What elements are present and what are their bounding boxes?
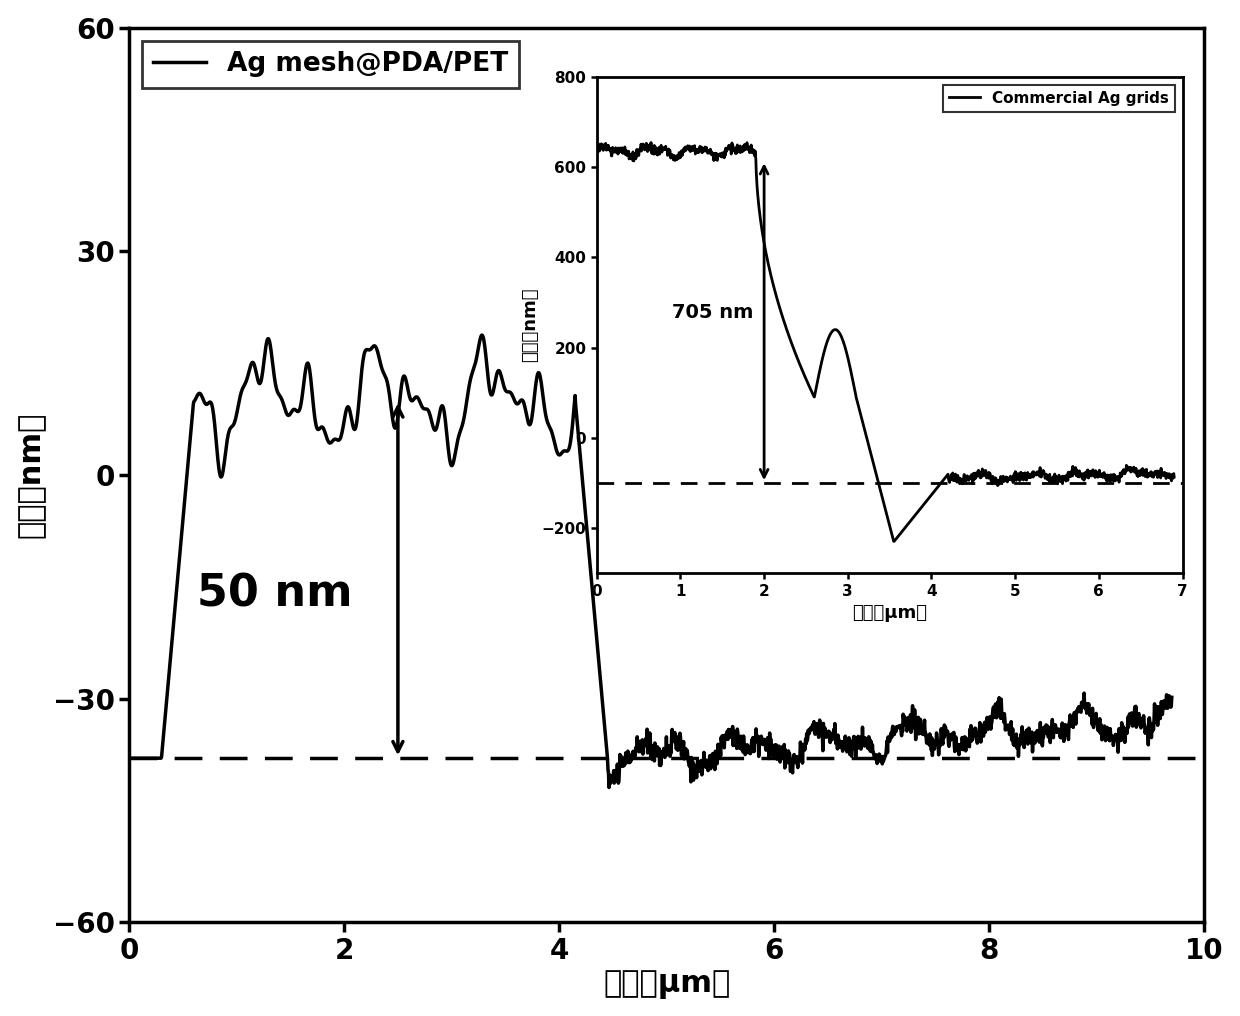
Ag mesh@PDA/PET bbox=[603, 772, 618, 784]
Text: 50 nm: 50 nm bbox=[197, 573, 352, 616]
Ag mesh@PDA/PET bbox=[1135, 715, 1149, 727]
Ag mesh@PDA/PET bbox=[630, 731, 645, 743]
Y-axis label: 高度（nm）: 高度（nm） bbox=[16, 411, 46, 538]
Ag mesh@PDA/PET bbox=[1164, 691, 1179, 703]
Ag mesh@PDA/PET bbox=[175, 519, 190, 531]
Line: Ag mesh@PDA/PET: Ag mesh@PDA/PET bbox=[129, 335, 1172, 787]
Ag mesh@PDA/PET bbox=[1135, 713, 1149, 725]
Legend: Ag mesh@PDA/PET: Ag mesh@PDA/PET bbox=[143, 41, 518, 88]
Ag mesh@PDA/PET bbox=[475, 329, 490, 341]
Ag mesh@PDA/PET bbox=[944, 732, 959, 744]
X-axis label: 长度（μm）: 长度（μm） bbox=[603, 970, 730, 1000]
Ag mesh@PDA/PET bbox=[122, 752, 136, 764]
Ag mesh@PDA/PET bbox=[601, 781, 616, 793]
